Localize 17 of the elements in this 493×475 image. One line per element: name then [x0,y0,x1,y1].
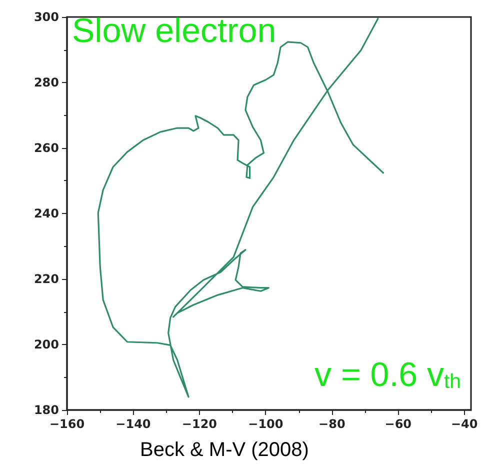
text: Beck & M-V (2008) [140,439,309,461]
annotation: Slow electron [72,12,276,50]
annotation: v = 0.6 vth [314,356,462,394]
x-tick-label: −40 [450,417,478,431]
y-tick-label: 260 [34,141,59,155]
y-tick-label: 220 [34,272,59,286]
x-tick-label: −100 [248,417,284,431]
y-tick-label: 280 [34,76,59,90]
x-tick-label: −120 [182,417,218,431]
y-tick-label: 240 [34,206,59,220]
y-tick-label: 180 [34,403,59,417]
x-tick-label: −160 [49,417,85,431]
x-tick-label: −80 [318,417,346,431]
x-tick-label: −60 [384,417,412,431]
y-tick-label: 300 [34,10,59,24]
x-tick-label: −140 [116,417,151,431]
y-tick-label: 200 [34,338,59,352]
